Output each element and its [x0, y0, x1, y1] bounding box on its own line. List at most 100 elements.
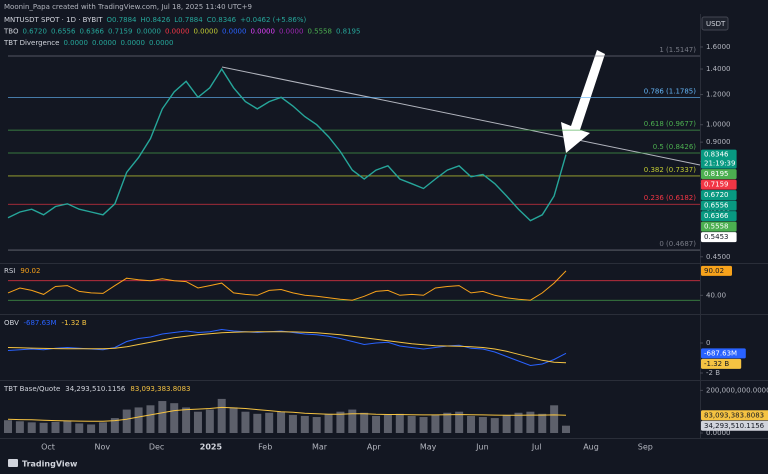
legend: TBT Base/Quote 34,293,510.1156 83,093,383.…: [3, 385, 191, 393]
price-tag-label: -687.63M: [704, 349, 737, 357]
time-axis-label: May: [420, 443, 437, 452]
volume-bar: [478, 417, 487, 433]
series-line: [7, 406, 567, 422]
volume-bar: [431, 414, 440, 433]
price-tag: [701, 265, 732, 276]
legend-item: 0.0000: [149, 39, 174, 47]
time-axis-label: Aug: [583, 443, 599, 452]
legend-item: 0.6366: [79, 28, 104, 36]
volume-bar: [39, 422, 48, 433]
volume-bar: [158, 401, 167, 433]
volume-bar: [134, 407, 143, 433]
legend-title: RSI: [4, 267, 15, 275]
arrow-annotation: [561, 50, 605, 153]
volume-bar: [300, 415, 309, 433]
volume-bar: [550, 405, 559, 433]
volume-bar: [241, 411, 250, 433]
price-tag: [701, 420, 768, 431]
time-axis-label: Sep: [638, 443, 653, 452]
price-tag-label: 83,093,383.8083: [704, 411, 764, 419]
level-label: 0.5 (0.8426): [653, 143, 697, 151]
legend-value: 90.02: [20, 267, 40, 275]
time-axis-label: 2025: [200, 443, 223, 452]
series-line: [7, 67, 567, 222]
legend-item: 0.0000: [279, 28, 304, 36]
price-tag-label: 0.8195: [704, 170, 729, 178]
legend-item: L0.7884: [174, 16, 203, 24]
volume-bar: [27, 422, 36, 433]
volume-bar: [395, 413, 404, 433]
attribution: Moonin_Papa created with TradingView.com…: [4, 3, 252, 11]
legend-value: 83,093,383.8083: [130, 385, 190, 393]
brand-logo: [8, 459, 18, 467]
volume-bar: [182, 407, 191, 433]
volume-bar: [490, 418, 499, 433]
legend-item: C0.8346: [207, 16, 237, 24]
volume-bar: [51, 421, 60, 433]
volume-bar: [312, 417, 321, 433]
price-tag-label: 0.8346: [704, 151, 729, 159]
time-axis-label: Jun: [475, 443, 489, 452]
level-label: 0.618 (0.9677): [644, 120, 696, 128]
legend-item: H0.8426: [141, 16, 171, 24]
volume-bar: [383, 414, 392, 433]
level-label: 0.382 (0.7337): [644, 166, 696, 174]
legend-item: 0.0000: [136, 28, 161, 36]
series-line: [7, 331, 567, 364]
price-tag: [701, 200, 737, 211]
volume-bar: [467, 415, 476, 433]
volume-bar: [253, 413, 262, 433]
legend-item: 0.0000: [165, 28, 190, 36]
legend-value: 34,293,510.1156: [65, 385, 126, 393]
legend-item: TBT Divergence: [3, 39, 59, 47]
price-tag: [701, 179, 737, 190]
volume-bar: [372, 415, 381, 433]
price-tag: [701, 190, 737, 201]
volume-bar: [4, 420, 12, 433]
volume-bar: [110, 418, 119, 433]
legend-line: TBT Divergence 0.0000 0.0000 0.0000 0.0000: [3, 39, 173, 47]
currency-box[interactable]: [701, 16, 729, 31]
time-axis-label: Jul: [531, 443, 542, 452]
y-tick-label: 1.0000: [706, 121, 731, 129]
volume-bar: [360, 412, 369, 433]
legend-item: O0.7884: [107, 16, 138, 24]
volume-bar: [514, 412, 523, 433]
series-line: [7, 270, 567, 301]
volume-bar: [336, 411, 345, 433]
y-tick-label: 0.4500: [706, 253, 731, 261]
legend-item: 0.7159: [108, 28, 133, 36]
brand: TradingView: [22, 460, 78, 469]
time-axis-label: Oct: [41, 443, 55, 452]
legend-item: 0.0000: [222, 28, 247, 36]
y-tick-label: 1.4000: [706, 65, 731, 73]
legend-item: 0.0000: [92, 39, 117, 47]
price-tag: [701, 211, 737, 222]
legend-item: 0.0000: [120, 39, 145, 47]
legend-item: 0.8195: [336, 28, 361, 36]
legend-item: 0.0000: [250, 28, 275, 36]
time-axis-label: Nov: [94, 443, 110, 452]
volume-bar: [324, 413, 333, 433]
volume-bar: [146, 405, 155, 433]
volume-bar: [538, 413, 547, 433]
volume-bar: [205, 409, 214, 433]
level-label: 0 (0.4687): [659, 240, 696, 248]
volume-bar: [455, 411, 464, 433]
price-tag: [701, 221, 737, 232]
level-label: 0.786 (1.1785): [644, 88, 696, 96]
volume-bar: [98, 422, 107, 433]
volume-bar: [419, 417, 428, 433]
time-axis-label: Feb: [258, 443, 272, 452]
volume-bar: [348, 409, 357, 433]
volume-bar: [217, 398, 226, 433]
legend-item: TBO: [3, 28, 19, 36]
chart-layer: Oct Nov Dec 2025 Feb Mar Apr May Jun Jul Aug Sep 1.6…: [3, 16, 768, 452]
countdown: 21:19:39: [704, 160, 735, 168]
price-tag-label: 0.6366: [704, 212, 729, 220]
legend-title: OBV: [4, 319, 19, 327]
volume-bar: [526, 411, 535, 433]
price-tag-label: 0.6556: [704, 202, 729, 210]
